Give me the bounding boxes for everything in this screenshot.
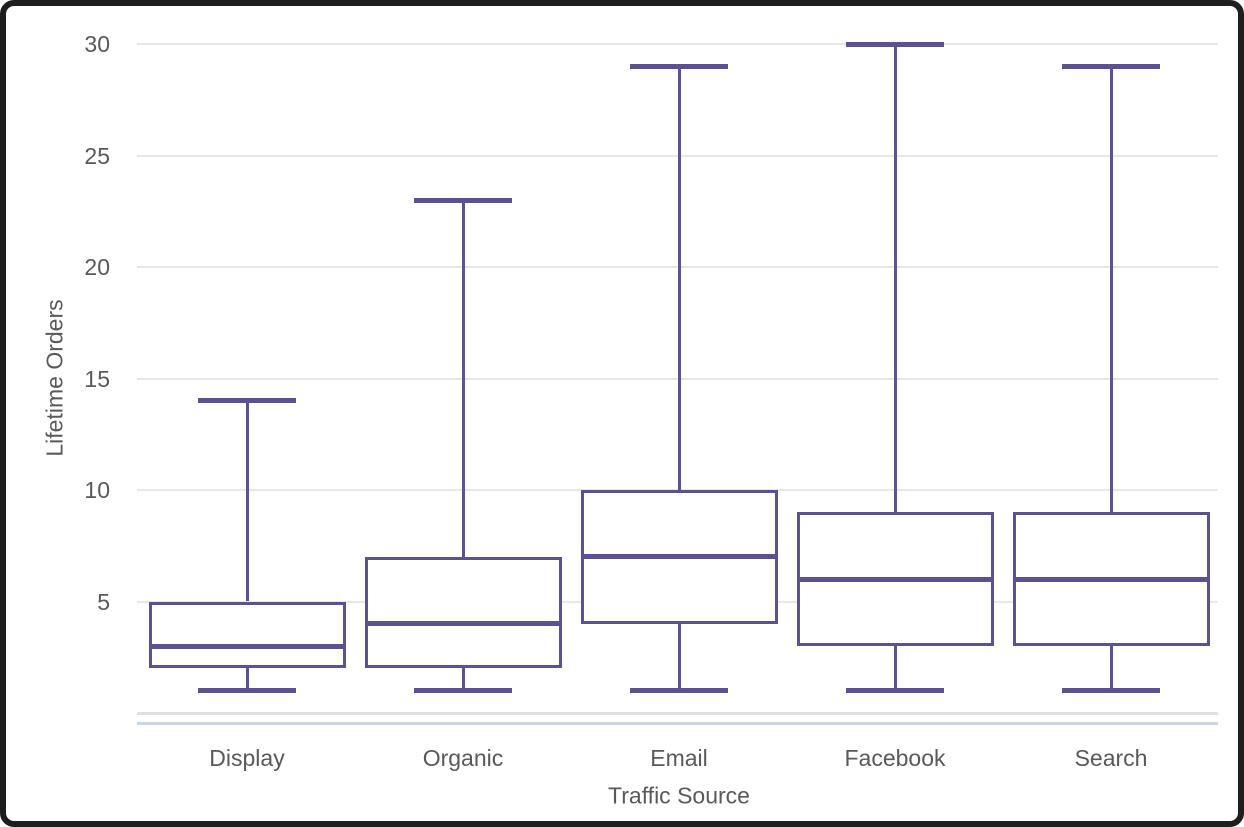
y-tick-label-10: 10 (84, 477, 110, 503)
email-median[interactable] (580, 554, 778, 560)
display-lower-whisker[interactable] (245, 668, 249, 691)
gridline-30 (137, 43, 1218, 45)
y-tick-label-15: 15 (84, 365, 110, 392)
search-median[interactable] (1012, 576, 1210, 582)
organic-box[interactable] (364, 556, 562, 669)
y-tick-label-30: 30 (84, 31, 110, 57)
display-box[interactable] (148, 601, 346, 669)
x-tick-label-facebook: Facebook (844, 745, 946, 771)
facebook-max-cap[interactable] (846, 41, 944, 47)
email-min-cap[interactable] (630, 688, 728, 694)
organic-lower-whisker[interactable] (461, 668, 465, 691)
x-axis-line (137, 722, 1218, 725)
facebook-lower-whisker[interactable] (893, 646, 897, 691)
x-tick-label-search: Search (1074, 745, 1148, 771)
x-tick-label-email: Email (650, 745, 708, 771)
display-min-cap[interactable] (198, 688, 296, 694)
display-max-cap[interactable] (198, 398, 296, 404)
x-tick-label-display: Display (209, 745, 285, 771)
search-max-cap[interactable] (1062, 63, 1160, 69)
y-tick-label-20: 20 (84, 254, 110, 280)
zero-gridline (137, 712, 1218, 715)
search-upper-whisker[interactable] (1109, 66, 1113, 513)
email-max-cap[interactable] (630, 63, 728, 69)
y-tick-label-25: 25 (84, 142, 110, 169)
facebook-min-cap[interactable] (846, 688, 944, 694)
x-axis-title: Traffic Source (608, 782, 750, 809)
display-median[interactable] (148, 643, 346, 649)
organic-min-cap[interactable] (414, 688, 512, 694)
search-lower-whisker[interactable] (1109, 646, 1113, 691)
organic-median[interactable] (364, 621, 562, 627)
facebook-upper-whisker[interactable] (893, 44, 897, 513)
x-tick-label-organic: Organic (422, 745, 504, 771)
organic-upper-whisker[interactable] (461, 200, 465, 557)
y-tick-label-5: 5 (97, 588, 110, 615)
email-upper-whisker[interactable] (677, 66, 681, 490)
display-upper-whisker[interactable] (245, 400, 249, 602)
facebook-median[interactable] (796, 576, 994, 582)
search-min-cap[interactable] (1062, 688, 1160, 694)
email-lower-whisker[interactable] (677, 623, 681, 691)
organic-max-cap[interactable] (414, 197, 512, 203)
